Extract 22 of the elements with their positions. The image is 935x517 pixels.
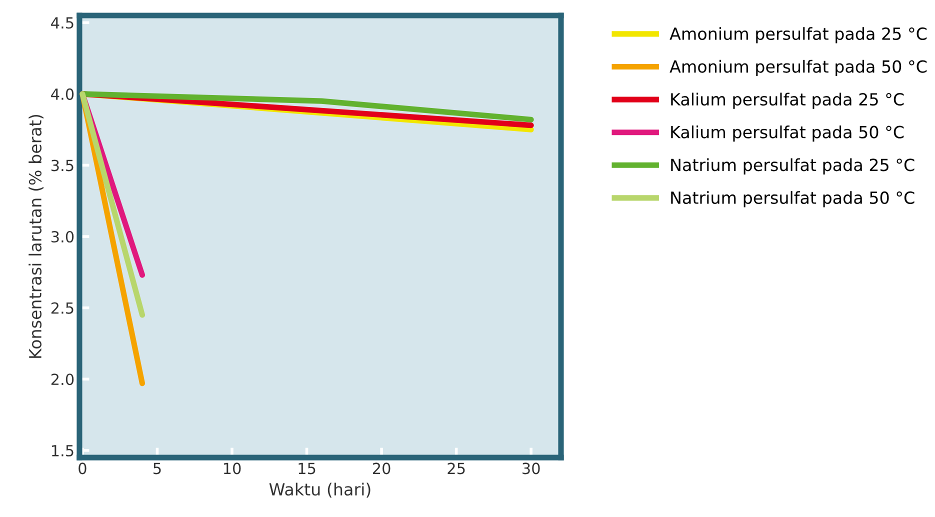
x-tick-label: 25 xyxy=(448,462,465,474)
y-tick-label: 3.5 xyxy=(51,160,74,172)
x-tick-label: 10 xyxy=(224,462,241,474)
y-axis-title: Konsentrasi larutan (% berat) xyxy=(28,114,44,358)
legend-label: Kalium persulfat pada 25 °C xyxy=(671,92,904,109)
x-tick-label: 30 xyxy=(522,462,540,474)
legend-label: Amonium persulfat pada 50 °C xyxy=(670,60,927,76)
legend-label: Amonium persulfat pada 25 °C xyxy=(670,27,927,44)
y-tick-label: 2.0 xyxy=(51,374,74,386)
y-tick-label: 1.5 xyxy=(52,445,74,456)
legend-label: Kalium persulfat pada 50 °C xyxy=(671,126,904,142)
y-tick-label: 3.0 xyxy=(51,230,74,243)
x-tick-label: 20 xyxy=(372,462,390,474)
y-tick-label: 2.5 xyxy=(51,302,74,314)
x-axis-title: Waktu (hari) xyxy=(269,482,370,498)
x-tick-label: 15 xyxy=(298,462,316,474)
y-tick-label: 4.5 xyxy=(51,17,74,29)
x-tick-label: 0 xyxy=(78,462,86,474)
legend-label: Natrium persulfat pada 50 °C xyxy=(671,191,914,208)
legend-label: Natrium persulfat pada 25 °C xyxy=(671,158,914,174)
y-tick-label: 4.0 xyxy=(51,88,74,100)
x-tick-label: 5 xyxy=(154,462,161,474)
